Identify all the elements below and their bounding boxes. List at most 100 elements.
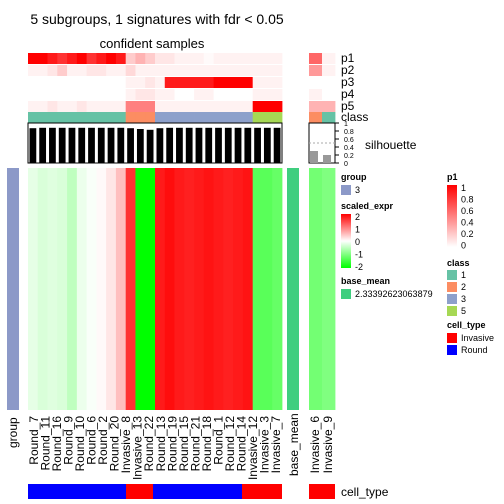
silhouette-tick-label: 1 xyxy=(344,121,348,128)
legend-tick-label: 0 xyxy=(355,237,360,247)
legend-class-swatch xyxy=(447,306,457,316)
annotation-cell xyxy=(272,53,283,64)
annotation-cell xyxy=(233,65,244,76)
annotation-cell xyxy=(47,101,58,112)
silhouette-bar xyxy=(185,127,193,163)
annotation-cell-class xyxy=(28,112,39,123)
annotation-cell xyxy=(174,65,185,76)
silhouette-bar xyxy=(58,127,66,163)
silhouette-frame xyxy=(27,122,283,164)
annotation-cell-class xyxy=(242,112,254,123)
silhouette-bar xyxy=(136,129,144,163)
annotation-cell xyxy=(135,77,146,88)
annotation-cell xyxy=(309,53,323,64)
silhouette-bar xyxy=(215,127,222,163)
heatmap-cell xyxy=(194,168,205,410)
annotation-cell xyxy=(155,89,166,100)
silhouette-bar xyxy=(323,155,331,163)
annotation-row-label: p1 xyxy=(341,51,355,65)
annotation-cell xyxy=(76,101,88,112)
annotation-cell xyxy=(213,89,224,100)
legend-scaled-expr-title: scaled_expr xyxy=(341,201,394,211)
annotation-cell-class xyxy=(203,112,215,123)
annotation-cell xyxy=(194,101,205,112)
annotation-cell-class xyxy=(115,112,127,123)
annotation-cell xyxy=(272,101,283,112)
silhouette-tick-label: 0.4 xyxy=(344,145,354,152)
annotation-cell xyxy=(272,65,283,76)
legend-group-swatch xyxy=(341,185,351,195)
group-column xyxy=(7,168,19,410)
silhouette-bar xyxy=(117,127,125,163)
heatmap-cell xyxy=(67,168,78,410)
column-label: Round_6 xyxy=(85,416,99,465)
annotation-cell xyxy=(233,101,244,112)
annotation-cell xyxy=(155,53,166,64)
annotation-cell xyxy=(135,65,146,76)
annotation-cell xyxy=(28,89,39,100)
heatmap-cell xyxy=(135,168,146,410)
silhouette-tick-label: 0.8 xyxy=(344,129,354,136)
annotation-cell xyxy=(184,77,195,88)
annotation-cell xyxy=(47,89,58,100)
annotation-cell xyxy=(184,101,195,112)
legend-cell-type-item: Invasive xyxy=(461,333,494,343)
legend-base-mean-swatch xyxy=(341,289,351,299)
annotation-cell xyxy=(213,101,224,112)
annotation-cell xyxy=(57,101,68,112)
annotation-cell xyxy=(37,53,48,64)
annotation-cell xyxy=(203,53,215,64)
column-label: Invasive_7 xyxy=(269,416,283,474)
annotation-cell xyxy=(223,65,234,76)
column-label: Round_9 xyxy=(61,416,75,465)
annotation-cell xyxy=(203,65,215,76)
annotation-cell-class xyxy=(76,112,88,123)
annotation-cell xyxy=(194,53,205,64)
annotation-cell xyxy=(115,77,127,88)
annotation-cell xyxy=(309,101,323,112)
annotation-cell-class xyxy=(309,112,323,123)
annotation-cell-class xyxy=(57,112,68,123)
legend-class-swatch xyxy=(447,270,457,280)
cell-type-segment xyxy=(126,484,153,499)
annotation-cell xyxy=(322,89,336,100)
annotation-cell xyxy=(96,89,107,100)
annotation-cell-class xyxy=(106,112,117,123)
annotation-cell xyxy=(272,89,283,100)
silhouette-bar xyxy=(97,127,105,163)
annotation-cell xyxy=(86,53,97,64)
column-label: Round_12 xyxy=(223,416,237,472)
heatmap-cell xyxy=(145,168,156,410)
annotation-cell-class xyxy=(37,112,48,123)
annotation-cell-class xyxy=(164,112,175,123)
column-label: Round_15 xyxy=(177,416,191,472)
annotation-cell xyxy=(164,89,175,100)
annotation-cell xyxy=(322,101,336,112)
annotation-row-label: p3 xyxy=(341,75,355,89)
annotation-cell xyxy=(164,77,175,88)
annotation-cell-class xyxy=(252,112,263,123)
heatmap-cell xyxy=(115,168,127,410)
annotation-cell xyxy=(322,53,336,64)
annotation-cell xyxy=(86,77,97,88)
heatmap-cell xyxy=(213,168,224,410)
legend-group-item: 3 xyxy=(355,185,360,195)
annotation-cell xyxy=(106,77,117,88)
annotation-cell xyxy=(96,65,107,76)
group-axis-label: group xyxy=(6,417,20,448)
annotation-cell xyxy=(322,77,336,88)
column-labels-main: Round_7Round_11Round_16Round_9Round_10Ro… xyxy=(27,416,283,480)
annotation-cell-class xyxy=(174,112,185,123)
annotation-cell xyxy=(106,65,117,76)
cell-type-segment xyxy=(153,484,242,499)
silhouette-label: silhouette xyxy=(365,138,417,152)
legend-cell-type-item: Round xyxy=(461,345,488,355)
chart-title: 5 subgroups, 1 signatures with fdr < 0.0… xyxy=(30,11,284,27)
silhouette-bar xyxy=(146,129,154,163)
annotation-cell-class xyxy=(233,112,244,123)
legend-class-item: 5 xyxy=(461,306,466,316)
annotation-tracks-main xyxy=(28,53,283,123)
legend-tick-label: 0 xyxy=(461,241,466,251)
annotation-cell xyxy=(86,65,97,76)
annotation-cell xyxy=(213,77,224,88)
